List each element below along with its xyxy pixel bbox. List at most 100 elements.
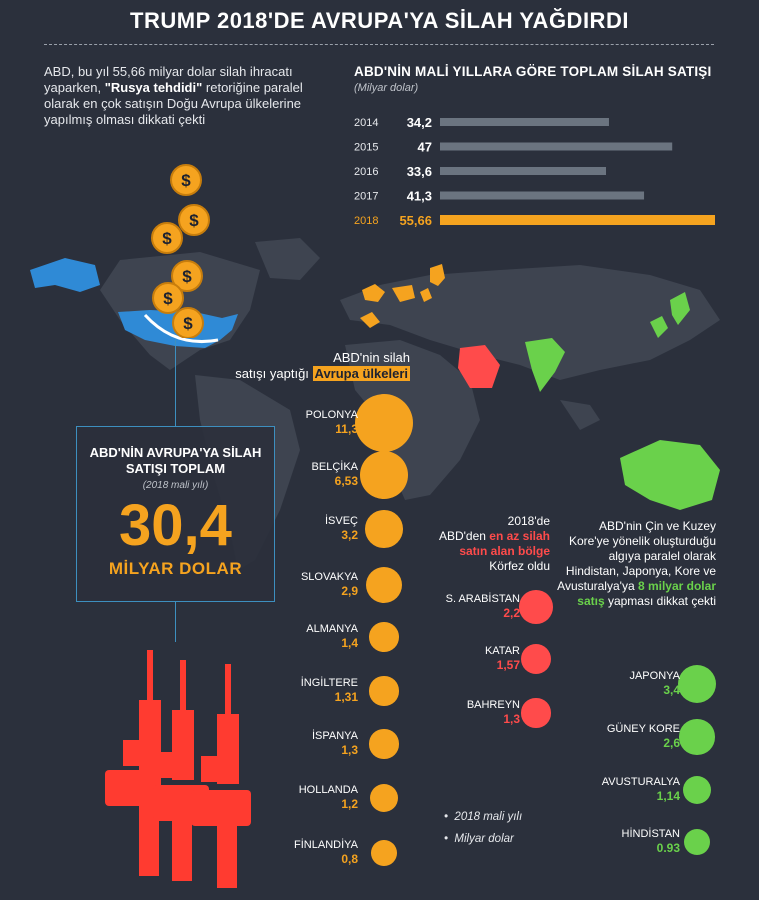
country-bubble bbox=[683, 828, 711, 856]
country-name: İSPANYA bbox=[311, 730, 358, 742]
dollar-coin-icon: $ bbox=[151, 222, 183, 254]
bar-year-label: 2018 bbox=[354, 215, 378, 227]
svg-text:$: $ bbox=[189, 211, 199, 230]
gulf-label-line1: 2018'de bbox=[507, 514, 550, 528]
gulf-label-highlight: en az silah satın alan bölge bbox=[459, 529, 550, 558]
bar-value-label: 41,3 bbox=[407, 189, 432, 204]
coins: $ $ $ $ $ $ bbox=[151, 164, 210, 338]
bar-value-label: 34,2 bbox=[407, 115, 432, 130]
country-name: KATAR bbox=[484, 645, 520, 657]
europe-label-line1: ABD'nin silah bbox=[333, 350, 410, 365]
country-label: İSVEÇ 3,2 bbox=[238, 514, 358, 542]
page-title: TRUMP 2018'DE AVRUPA'YA SİLAH YAĞDIRDI bbox=[130, 8, 629, 33]
country-label: İNGİLTERE 1,31 bbox=[238, 676, 358, 704]
country-name: S. ARABİSTAN bbox=[445, 593, 520, 605]
country-bubble bbox=[679, 719, 715, 755]
country-label: GÜNEY KORE 2,6 bbox=[560, 722, 680, 750]
country-label: İSPANYA 1,3 bbox=[238, 729, 358, 757]
country-label: KATAR 1,57 bbox=[400, 644, 520, 672]
asia-label: ABD'nin Çin ve Kuzey Kore'ye yönelik olu… bbox=[556, 519, 716, 609]
bar-year-label: 2017 bbox=[354, 191, 378, 203]
country-value: 1,31 bbox=[334, 690, 358, 704]
country-bubble bbox=[360, 451, 408, 499]
country-name: HOLLANDA bbox=[298, 784, 358, 796]
country-bubble bbox=[365, 566, 403, 604]
intro-bold: "Rusya tehdidi" bbox=[104, 80, 203, 95]
rifle-icon bbox=[105, 650, 161, 876]
country-bubble bbox=[519, 590, 553, 624]
europe-label-line2: satışı yaptığı bbox=[235, 366, 313, 381]
bar-chart-subtitle: (Milyar dolar) bbox=[354, 82, 419, 94]
asia-label-highlight: 8 milyar dolar satış bbox=[577, 579, 716, 608]
country-name: FİNLANDİYA bbox=[294, 839, 358, 851]
dollar-coin-icon: $ bbox=[172, 307, 204, 338]
country-label: S. ARABİSTAN 2,2 bbox=[400, 592, 520, 620]
note-period: • 2018 mali yılı bbox=[444, 811, 523, 823]
intro-part1: ABD, bu yıl 55,66 milyar dolar silah ihr… bbox=[44, 64, 293, 95]
bar bbox=[440, 215, 715, 225]
country-value: 1,3 bbox=[503, 712, 520, 726]
country-name: JAPONYA bbox=[629, 670, 680, 682]
country-label: HİNDİSTAN 0.93 bbox=[560, 827, 680, 855]
gulf-label-line3: Körfez oldu bbox=[489, 559, 550, 573]
usa-highlight-arc bbox=[143, 313, 219, 344]
country-bubble bbox=[371, 840, 397, 866]
svg-text:$: $ bbox=[162, 229, 172, 248]
coin-stack: $ $ $ $ $ $ bbox=[151, 164, 210, 338]
dollar-coin-icon: $ bbox=[178, 204, 210, 236]
country-label: AVUSTURALYA 1,14 bbox=[560, 775, 680, 803]
bar-value-label: 55,66 bbox=[399, 213, 432, 228]
country-bubble bbox=[521, 698, 551, 728]
gulf-shapes bbox=[458, 345, 500, 388]
country-value: 3,2 bbox=[341, 528, 358, 542]
bar-year-label: 2015 bbox=[354, 142, 378, 154]
gulf-label-line2: ABD'den bbox=[438, 529, 490, 543]
country-bubble bbox=[369, 622, 399, 652]
svg-text:$: $ bbox=[181, 171, 191, 190]
country-name: BAHREYN bbox=[466, 699, 520, 711]
country-bubble bbox=[365, 510, 403, 548]
bar-year-label: 2016 bbox=[354, 166, 378, 178]
country-bubble bbox=[677, 664, 717, 704]
country-label: HOLLANDA 1,2 bbox=[238, 783, 358, 811]
country-name: ALMANYA bbox=[306, 623, 358, 635]
country-value: 3,4 bbox=[663, 683, 680, 697]
country-label: SLOVAKYA 2,9 bbox=[238, 570, 358, 598]
country-bubble bbox=[369, 783, 399, 813]
svg-text:$: $ bbox=[163, 289, 173, 308]
country-bubble bbox=[354, 393, 414, 453]
country-value: 1,2 bbox=[341, 797, 358, 811]
total-unit: MİLYAR DOLAR bbox=[108, 559, 243, 578]
dollar-coin-icon: $ bbox=[171, 260, 203, 292]
bar bbox=[440, 142, 673, 151]
country-bubble bbox=[369, 729, 399, 759]
asia-pacific-shapes bbox=[525, 292, 720, 510]
country-label: ALMANYA 1,4 bbox=[238, 622, 358, 650]
total-value: 30,4 bbox=[119, 493, 232, 558]
country-name: HİNDİSTAN bbox=[621, 828, 680, 840]
country-name: AVUSTURALYA bbox=[601, 776, 680, 788]
yearly-sales-bar-chart: 2014 34,2 2015 47 2016 33,6 2017 41,3 2018 55,66 bbox=[354, 115, 715, 228]
country-bubble bbox=[682, 775, 712, 805]
total-heading: ABD'NİN AVRUPA'YA SİLAH SATIŞI TOPLAM bbox=[89, 445, 262, 476]
country-value: 2,6 bbox=[663, 736, 680, 750]
country-value: 11,3 bbox=[335, 422, 358, 436]
bar bbox=[440, 167, 607, 175]
dollar-coin-icon: $ bbox=[152, 282, 184, 314]
notes: • 2018 mali yılı • Milyar dolar bbox=[444, 806, 522, 850]
country-value: 1,14 bbox=[656, 789, 680, 803]
country-label: POLONYA 11,3 bbox=[238, 408, 358, 436]
country-value: 6,53 bbox=[334, 474, 358, 488]
country-value: 0.93 bbox=[656, 841, 680, 855]
bar bbox=[440, 118, 609, 126]
bar-year-label: 2014 bbox=[354, 117, 378, 129]
connector-line bbox=[175, 340, 176, 426]
country-name: GÜNEY KORE bbox=[606, 723, 680, 735]
gulf-label: 2018'de ABD'den en az silah satın alan b… bbox=[420, 514, 550, 574]
country-value: 2,9 bbox=[341, 584, 358, 598]
rifles-illustration bbox=[105, 650, 251, 888]
bar bbox=[440, 191, 645, 200]
rifle-icon bbox=[191, 664, 251, 888]
country-value: 1,57 bbox=[496, 658, 520, 672]
country-bubble bbox=[520, 643, 552, 675]
